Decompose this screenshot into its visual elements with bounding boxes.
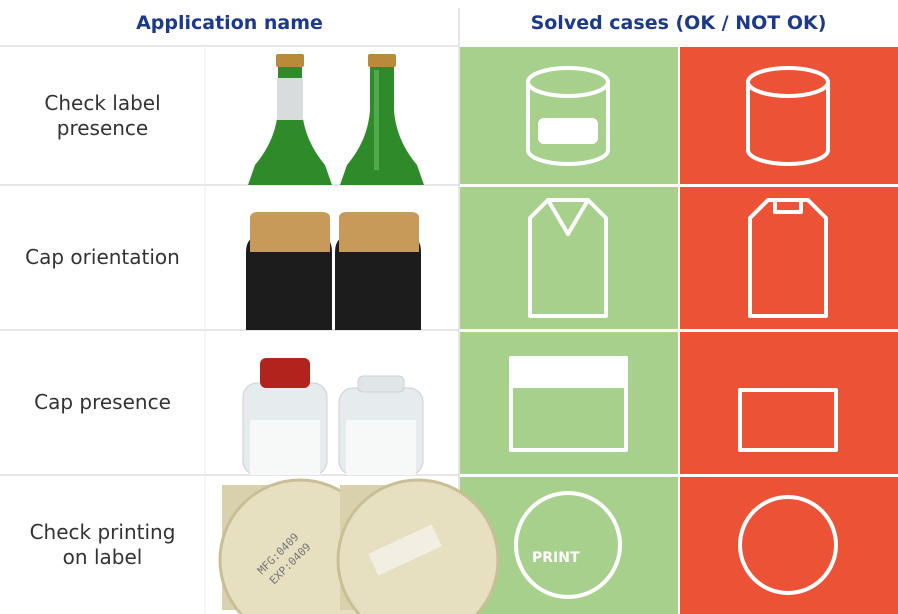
graphic-shape bbox=[748, 198, 828, 318]
graphic-group bbox=[242, 358, 424, 476]
row-cell: Check printing on label bbox=[0, 475, 205, 614]
graphic-shape bbox=[260, 358, 310, 388]
graphic-shape bbox=[460, 332, 678, 474]
graphic-shape bbox=[357, 375, 405, 393]
icon-label: PRINT bbox=[532, 550, 580, 566]
row-name: Check label presence bbox=[44, 90, 161, 140]
column-header: Solved cases (OK / NOT OK) bbox=[530, 12, 827, 34]
graphic-shape bbox=[277, 78, 303, 120]
graphic-shape bbox=[514, 491, 622, 599]
row-cell: Cap orientation bbox=[0, 185, 205, 330]
graphic-shape bbox=[246, 234, 332, 330]
graphic-shape bbox=[773, 198, 803, 214]
row-name: Check printing on label bbox=[29, 519, 176, 569]
graphic-shape bbox=[368, 524, 442, 576]
graphic-shape bbox=[340, 66, 424, 185]
graphic-shape bbox=[680, 332, 898, 474]
graphic-shape bbox=[509, 356, 628, 388]
row-cell: Check label presence bbox=[0, 46, 205, 185]
graphic-shape bbox=[738, 388, 838, 452]
graphic-shape bbox=[538, 118, 598, 144]
graphic-shape bbox=[248, 66, 332, 185]
column-header: Application name bbox=[136, 12, 323, 34]
graphic-shape bbox=[250, 212, 330, 252]
row-name: Cap presence bbox=[34, 390, 171, 414]
graphic-shape bbox=[250, 420, 320, 475]
graphic-shape bbox=[335, 234, 421, 330]
graphic-shape bbox=[374, 70, 379, 170]
graphic-shape bbox=[526, 82, 610, 166]
graphic-shape bbox=[746, 82, 830, 166]
graphic-shape bbox=[460, 187, 678, 329]
row-cell: Cap presence bbox=[0, 330, 205, 475]
graphic-group bbox=[246, 212, 421, 330]
graphic-shape bbox=[346, 420, 416, 475]
graphic-shape bbox=[546, 198, 590, 236]
graphic-shape bbox=[509, 356, 628, 452]
graphic-group: MFG:0409 EXP:0409 bbox=[218, 478, 500, 614]
graphic-shape bbox=[276, 54, 304, 67]
row-name: Cap orientation bbox=[25, 245, 180, 269]
graphic-shape bbox=[738, 495, 838, 595]
graphic-shape bbox=[368, 54, 396, 67]
graphic-group bbox=[509, 66, 838, 599]
graphic-shape bbox=[339, 212, 419, 252]
graphic-group bbox=[248, 54, 424, 185]
graphic-shape bbox=[680, 187, 898, 329]
